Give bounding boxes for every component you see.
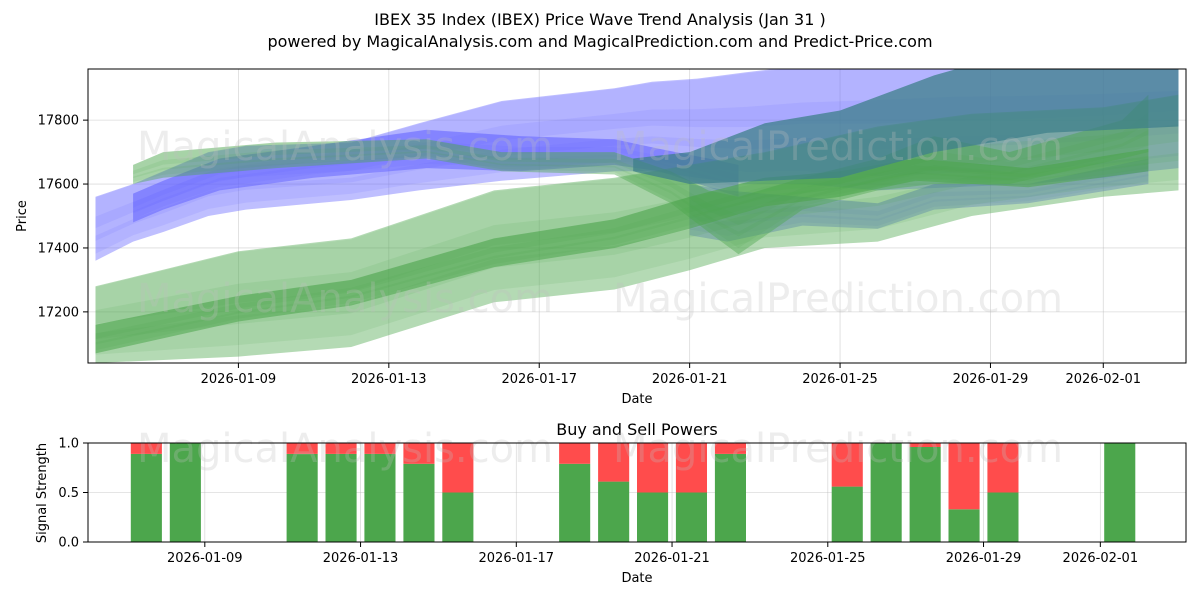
signal-ylabel: Signal Strength <box>35 443 50 543</box>
buy-bar <box>169 443 201 542</box>
price-xtick-label: 2026-01-21 <box>652 372 728 387</box>
band-teal-overlap-band <box>633 69 1179 184</box>
price-xtick-label: 2026-01-17 <box>501 372 577 387</box>
signal-bars <box>130 443 1136 542</box>
price-xlabel: Date <box>621 392 652 407</box>
price-xtick-label: 2026-01-29 <box>953 372 1029 387</box>
band-strand <box>689 174 1149 236</box>
price-ytick-label: 17400 <box>38 241 79 256</box>
watermark-prediction-bottom: MagicalPrediction.com <box>613 426 1063 472</box>
sell-bar <box>364 443 396 454</box>
band-strand <box>133 153 739 220</box>
band-green-upper-band <box>133 94 1149 255</box>
price-plot-frame <box>87 68 1187 364</box>
signal-title: Buy and Sell Powers <box>556 420 718 439</box>
buy-bar <box>987 492 1019 542</box>
sell-bar <box>559 443 591 464</box>
band-strand <box>95 153 1179 355</box>
watermark-prediction-top: MagicalPrediction.com <box>613 124 1063 170</box>
sell-bar <box>403 443 435 464</box>
buy-bar <box>714 453 746 542</box>
sell-bar <box>948 443 980 510</box>
buy-bar <box>1104 443 1136 542</box>
buy-bar <box>559 463 591 542</box>
buy-bar <box>403 463 435 542</box>
signal-xtick-label: 2026-01-13 <box>323 551 399 566</box>
buy-bar <box>325 453 357 542</box>
buy-bar <box>442 492 474 542</box>
buy-bar <box>870 443 902 542</box>
sell-bar <box>987 443 1019 493</box>
watermark-analysis-top: MagicalAnalysis.com <box>137 124 553 170</box>
band-strand <box>689 158 1149 216</box>
signal-ytick-label: 0.5 <box>58 486 79 501</box>
price-ytick-label: 17800 <box>38 114 79 129</box>
buy-bar <box>130 453 162 542</box>
price-xtick-label: 2026-01-25 <box>802 372 878 387</box>
price-xtick-label: 2026-01-09 <box>201 372 277 387</box>
price-ytick-label: 17200 <box>38 305 79 320</box>
sell-bar <box>831 443 863 487</box>
chart-title: IBEX 35 Index (IBEX) Price Wave Trend An… <box>374 10 825 29</box>
band-strand <box>689 166 1149 226</box>
sell-bar <box>598 443 630 482</box>
signal-xtick-label: 2026-01-09 <box>167 551 243 566</box>
band-strand <box>95 149 1149 339</box>
buy-bar <box>598 481 630 542</box>
signal-xtick-label: 2026-01-25 <box>790 551 866 566</box>
watermark-analysis-mid: MagicalAnalysis.com <box>137 276 553 322</box>
buy-bar <box>286 453 318 542</box>
watermark-analysis-bottom: MagicalAnalysis.com <box>137 426 553 472</box>
band-strand <box>95 162 1149 351</box>
band-blue-lower-channel <box>689 158 1149 242</box>
price-bands <box>95 69 1179 363</box>
buy-bar <box>675 492 707 542</box>
price-xtick-label: 2026-01-13 <box>351 372 427 387</box>
band-strand <box>133 95 1149 225</box>
signal-xtick-label: 2026-01-21 <box>634 551 710 566</box>
buy-bar <box>637 492 669 542</box>
signal-ytick-label: 0.0 <box>58 536 79 551</box>
price-ylabel: Price <box>15 200 30 232</box>
band-strand <box>133 112 1149 237</box>
signal-axis-ticks: 2026-01-09 2026-01-13 2026-01-17 2026-01-21… <box>58 437 1138 567</box>
band-strand <box>133 130 739 208</box>
band-green-dark-core <box>95 148 1149 354</box>
sell-bar <box>286 443 318 454</box>
signal-xtick-label: 2026-02-01 <box>1063 551 1139 566</box>
price-xtick-label: 2026-02-01 <box>1065 372 1141 387</box>
sell-bar <box>637 443 669 493</box>
sell-bar <box>325 443 357 454</box>
band-strand <box>133 141 739 214</box>
signal-panel: Buy and Sell Powers MagicalAnalysis.com … <box>35 420 1187 586</box>
signal-xlabel: Date <box>621 571 652 586</box>
buy-bar <box>948 509 980 542</box>
chart-subtitle: powered by MagicalAnalysis.com and Magic… <box>267 32 932 51</box>
sell-bar <box>442 443 474 493</box>
buy-bar <box>831 486 863 542</box>
buy-bar <box>909 447 941 542</box>
signal-xtick-label: 2026-01-29 <box>946 551 1022 566</box>
price-ytick-label: 17600 <box>38 178 79 193</box>
sell-bar <box>675 443 707 493</box>
band-strand <box>95 155 1149 345</box>
price-axis-ticks: 2026-01-09 2026-01-13 2026-01-17 2026-01-21… <box>38 114 1141 387</box>
price-panel: MagicalAnalysis.com MagicalPrediction.co… <box>15 68 1187 407</box>
buy-bar <box>364 453 396 542</box>
signal-ytick-label: 1.0 <box>58 437 79 452</box>
signal-xtick-label: 2026-01-17 <box>479 551 555 566</box>
watermark-prediction-mid: MagicalPrediction.com <box>613 276 1063 322</box>
sell-bar <box>714 443 746 454</box>
sell-bar <box>909 443 941 447</box>
band-blue-band-core <box>133 129 739 223</box>
sell-bar <box>130 443 162 454</box>
